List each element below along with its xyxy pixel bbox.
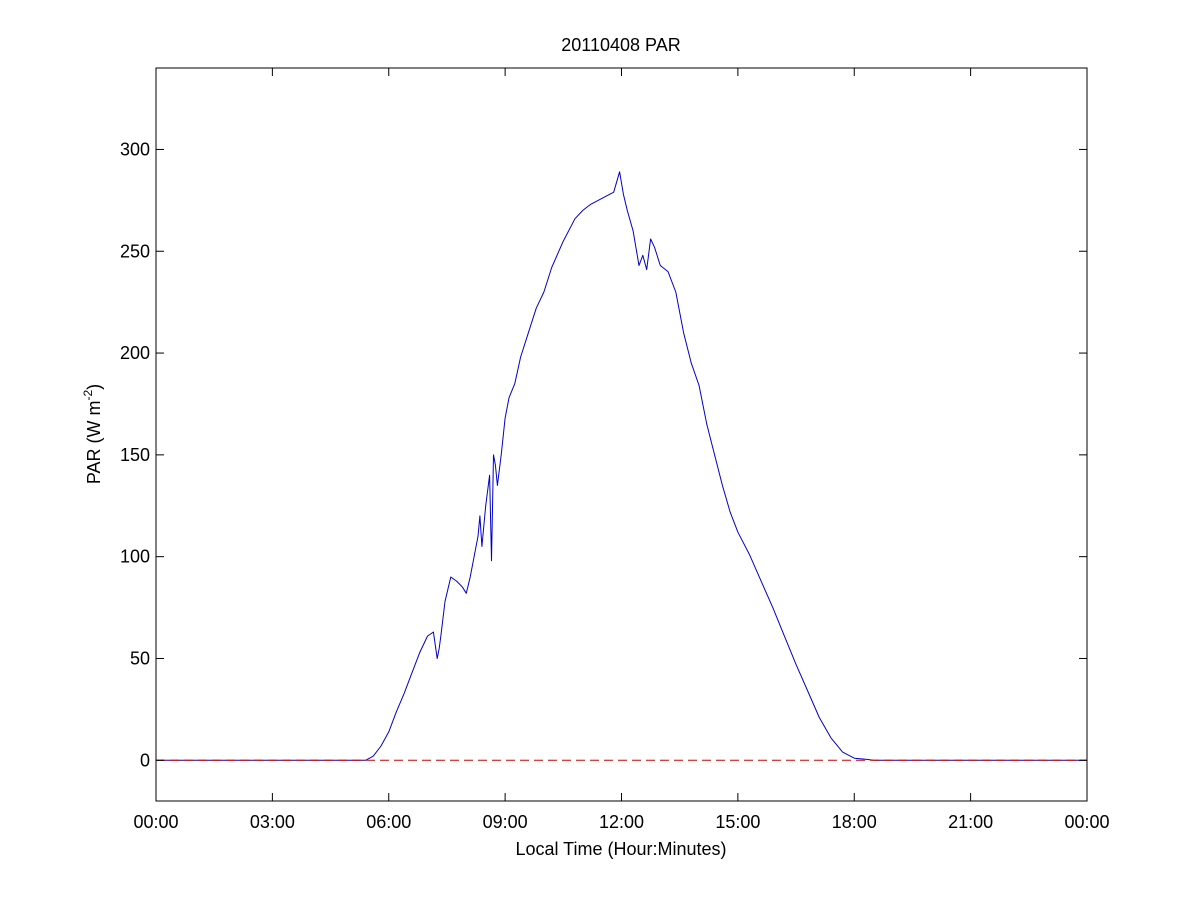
y-tick-label: 0 bbox=[140, 750, 150, 770]
par-series-line bbox=[156, 171, 1087, 761]
x-axis-label: Local Time (Hour:Minutes) bbox=[515, 839, 726, 859]
x-tick-label: 21:00 bbox=[948, 812, 993, 832]
y-tick-label: 300 bbox=[120, 139, 150, 159]
y-tick-label: 150 bbox=[120, 445, 150, 465]
x-tick-label: 00:00 bbox=[133, 812, 178, 832]
x-tick-label: 15:00 bbox=[715, 812, 760, 832]
plot-area bbox=[155, 67, 1088, 802]
y-axis-label-sup: -2 bbox=[81, 390, 95, 401]
y-axis-label-close: ) bbox=[84, 384, 104, 390]
x-tick-label: 06:00 bbox=[366, 812, 411, 832]
y-axis-ticks: 0 50 100 150 200 250 300 bbox=[120, 139, 1087, 770]
x-tick-label: 03:00 bbox=[250, 812, 295, 832]
y-axis-label-main: PAR (W m bbox=[84, 401, 104, 485]
chart-title: 20110408 PAR bbox=[561, 35, 680, 55]
x-axis-ticks: 00:00 03:00 06:00 09:00 12:00 15:00 18:00 21:00… bbox=[133, 68, 1110, 832]
y-tick-label: 100 bbox=[120, 547, 150, 567]
x-tick-label: 09:00 bbox=[483, 812, 528, 832]
y-tick-label: 50 bbox=[130, 648, 150, 668]
y-axis-label: PAR (W m-2) bbox=[81, 384, 104, 484]
y-tick-label: 200 bbox=[120, 343, 150, 363]
x-tick-label: 00:00 bbox=[1064, 812, 1109, 832]
x-tick-label: 18:00 bbox=[832, 812, 877, 832]
y-tick-label: 250 bbox=[120, 241, 150, 261]
x-tick-label: 12:00 bbox=[599, 812, 644, 832]
axes-frame bbox=[155, 67, 1088, 802]
series-layer bbox=[156, 171, 1087, 761]
